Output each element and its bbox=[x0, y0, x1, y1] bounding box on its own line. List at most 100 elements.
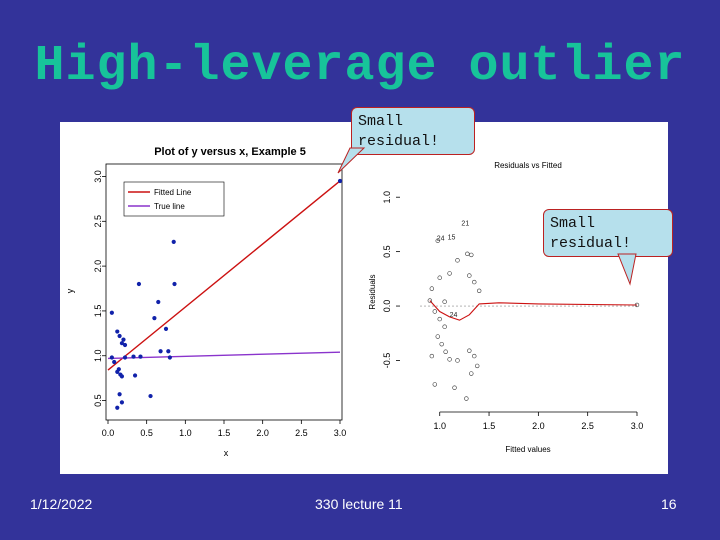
plot1-point bbox=[122, 355, 128, 360]
plot1-xlabel: x bbox=[224, 448, 229, 458]
plot2-xtick-label: 3.0 bbox=[631, 421, 644, 431]
plot2-point bbox=[634, 302, 640, 308]
plot1-point bbox=[163, 326, 169, 331]
plot2-ytick-label: 0.5 bbox=[382, 245, 392, 258]
plot1-true-line bbox=[107, 351, 341, 360]
plot2-point bbox=[437, 316, 442, 322]
plot2-point bbox=[475, 363, 480, 369]
chart-panel: Plot of y versus x, Example 5 0.0 0.5 1.0 1.… bbox=[60, 122, 668, 474]
charts-svg: Plot of y versus x, Example 5 0.0 0.5 1.0 1.… bbox=[65, 146, 644, 458]
plot2-xlabel: Fitted values bbox=[505, 445, 550, 454]
plot2-point bbox=[469, 252, 474, 258]
plot1-ylabel: y bbox=[65, 288, 75, 293]
plot1-point bbox=[136, 281, 142, 287]
plot2-point-label: 24 bbox=[450, 312, 458, 319]
plot1-point bbox=[109, 355, 114, 360]
plot2-lowess-line bbox=[429, 300, 638, 321]
plot1-point bbox=[119, 341, 125, 346]
plot2-xtick-label: 2.0 bbox=[532, 421, 545, 431]
plot1-legend-true-label: True line bbox=[154, 202, 185, 211]
plot2-point bbox=[465, 251, 470, 257]
plot2-point bbox=[469, 371, 474, 376]
plot1-point bbox=[122, 342, 128, 348]
plot2-xtick-label: 1.0 bbox=[433, 421, 446, 431]
plot2-point bbox=[464, 396, 469, 401]
plot2-point bbox=[447, 357, 452, 362]
plot1-point bbox=[109, 310, 114, 315]
plot2-point bbox=[455, 358, 460, 363]
plot2-point bbox=[429, 353, 435, 359]
plot1-title: Plot of y versus x, Example 5 bbox=[154, 146, 306, 158]
plot2-xtick-label: 2.5 bbox=[581, 421, 594, 431]
plot2-point bbox=[455, 258, 460, 263]
plot2-ytick-label: 1.0 bbox=[382, 191, 392, 204]
plot1-point bbox=[115, 405, 120, 410]
plot2-ytick-label: -0.5 bbox=[382, 353, 392, 369]
plot2-ytick-label: 0.0 bbox=[382, 300, 392, 313]
plot2-point bbox=[443, 349, 448, 354]
footer-page-number: 16 bbox=[661, 496, 677, 512]
plot2-point bbox=[472, 353, 477, 359]
plot1-ytick-label: 1.5 bbox=[93, 305, 103, 318]
plot1-xtick-label: 2.0 bbox=[256, 428, 269, 438]
plot2-point-label: 24 bbox=[437, 236, 445, 243]
plot2-point bbox=[437, 275, 442, 280]
plot1-point bbox=[166, 349, 171, 354]
plot2-xtick-label: 1.5 bbox=[483, 421, 496, 431]
callout-small-residual-top: Small residual! bbox=[351, 107, 475, 155]
callout-pointer-right bbox=[617, 253, 637, 286]
plot2-point bbox=[435, 334, 440, 339]
plot2-point bbox=[442, 324, 447, 329]
plot1-point bbox=[156, 299, 161, 305]
plot1-point bbox=[112, 359, 117, 365]
plot2-point bbox=[427, 298, 433, 303]
plot2-title: Residuals vs Fitted bbox=[494, 161, 562, 170]
plot1-legend-fitted-label: Fitted Line bbox=[154, 188, 192, 197]
plot1-ytick-label: 3.0 bbox=[93, 170, 103, 183]
plot2-point bbox=[472, 279, 477, 285]
plot1-point bbox=[152, 315, 157, 321]
plot1-point bbox=[116, 367, 121, 372]
plot1-point bbox=[119, 400, 125, 405]
plot1-point bbox=[117, 333, 122, 339]
plot1-point bbox=[138, 354, 143, 359]
plot1-fitted-line bbox=[107, 180, 341, 371]
plot2-point bbox=[467, 273, 472, 278]
plot2-point bbox=[429, 286, 435, 291]
plot1-ytick-label: 2.5 bbox=[93, 215, 103, 228]
plot2-point bbox=[432, 382, 437, 387]
callout-pointer-top bbox=[337, 147, 366, 174]
plot2-point bbox=[439, 341, 444, 347]
plot1-xtick-label: 3.0 bbox=[334, 428, 347, 438]
plot1-point bbox=[115, 329, 120, 334]
callout-small-residual-right: Small residual! bbox=[543, 209, 673, 257]
plot1-point bbox=[148, 393, 153, 399]
plot2-point bbox=[447, 271, 452, 276]
plot2-point-label: 21 bbox=[461, 221, 469, 228]
plot1-point bbox=[121, 337, 126, 342]
plot2-point bbox=[432, 309, 437, 314]
plot1-ytick-label: 2.0 bbox=[93, 260, 103, 273]
plot2-ylabel: Residuals bbox=[368, 274, 377, 309]
footer-course: 330 lecture 11 bbox=[315, 496, 403, 512]
plot1-ytick-label: 0.5 bbox=[93, 394, 103, 407]
plot2-point bbox=[467, 348, 472, 353]
plot2-point bbox=[435, 238, 440, 243]
plot1-point bbox=[167, 355, 172, 360]
slide-title: High-leverage outlier bbox=[34, 38, 686, 95]
plot1-legend-box bbox=[123, 181, 225, 217]
plot1-point bbox=[131, 354, 136, 359]
plot2-point bbox=[442, 299, 447, 304]
plot1-point bbox=[158, 349, 163, 354]
plot1-point bbox=[171, 239, 176, 245]
plot1-ytick-label: 1.0 bbox=[93, 349, 103, 362]
plot1-xtick-label: 0.5 bbox=[140, 428, 153, 438]
plot1-xtick-label: 1.5 bbox=[218, 428, 231, 438]
plot1-point bbox=[117, 392, 122, 397]
plot1-xtick-label: 0.0 bbox=[102, 428, 115, 438]
plot1-point bbox=[172, 281, 177, 287]
plot1-point bbox=[119, 374, 125, 379]
plot2-point-label: 15 bbox=[448, 235, 456, 242]
plot2-point bbox=[452, 385, 457, 390]
footer-date: 1/12/2022 bbox=[30, 496, 93, 512]
